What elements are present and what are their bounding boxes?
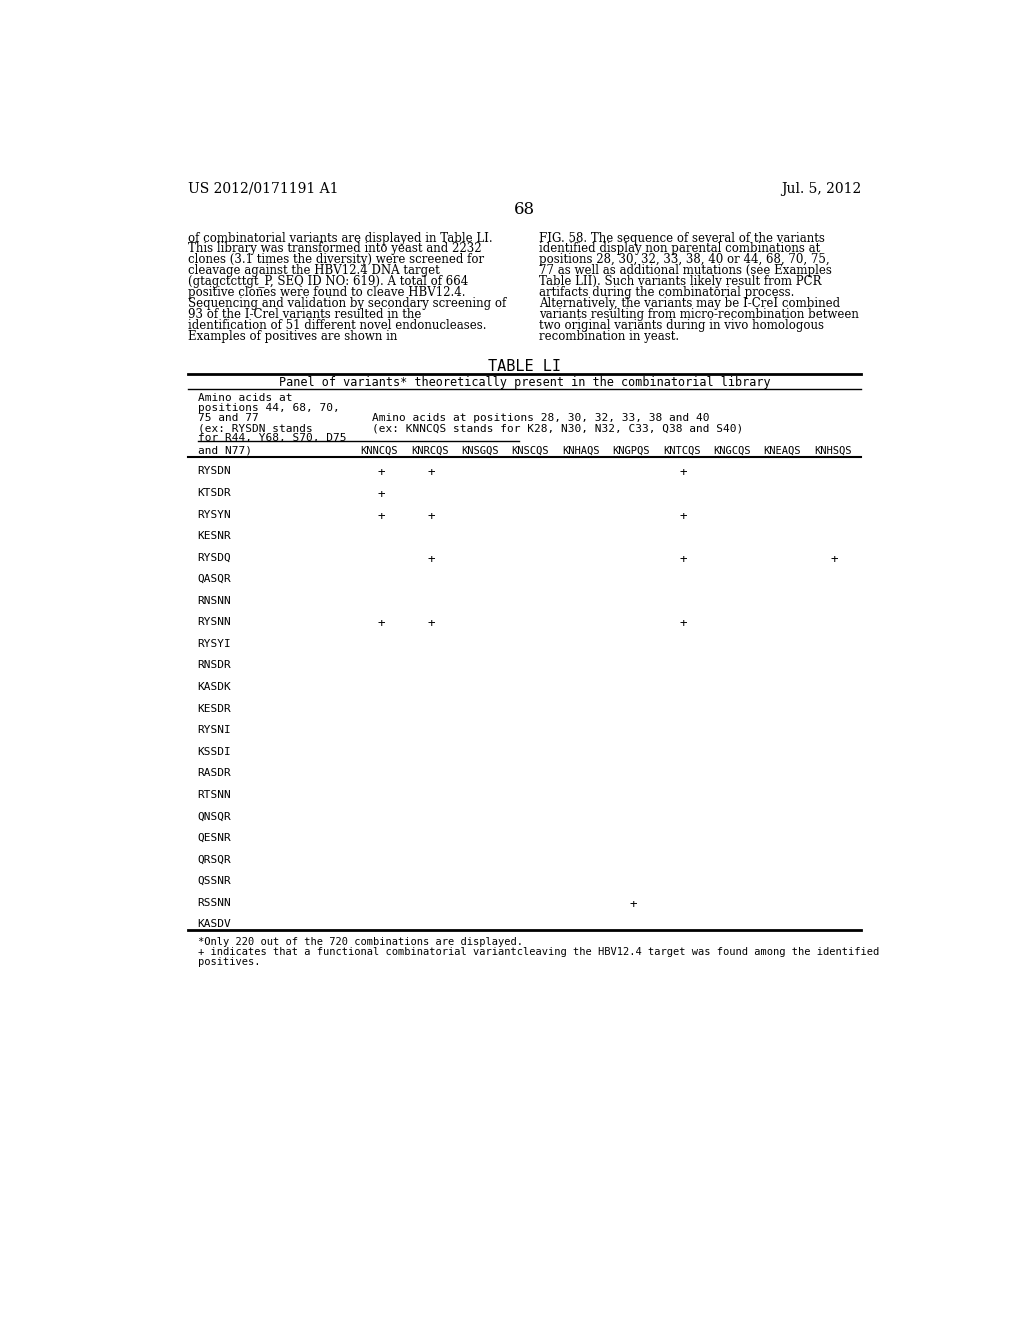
Text: +: +	[680, 618, 687, 631]
Text: QASQR: QASQR	[198, 574, 231, 585]
Text: positives.: positives.	[198, 957, 260, 966]
Text: RYSYI: RYSYI	[198, 639, 231, 649]
Text: KNGPQS: KNGPQS	[612, 446, 650, 455]
Text: KASDV: KASDV	[198, 919, 231, 929]
Text: +: +	[378, 618, 385, 631]
Text: KNSGQS: KNSGQS	[461, 446, 499, 455]
Text: artifacts during the combinatorial process.: artifacts during the combinatorial proce…	[539, 286, 795, 300]
Text: This library was transformed into yeast and 2232: This library was transformed into yeast …	[188, 243, 482, 256]
Text: RYSNN: RYSNN	[198, 618, 231, 627]
Text: variants resulting from micro-recombination between: variants resulting from micro-recombinat…	[539, 308, 859, 321]
Text: positions 44, 68, 70,: positions 44, 68, 70,	[198, 404, 340, 413]
Text: US 2012/0171191 A1: US 2012/0171191 A1	[188, 182, 339, 195]
Text: QSSNR: QSSNR	[198, 876, 231, 886]
Text: KNTCQS: KNTCQS	[663, 446, 700, 455]
Text: (ex: RYSDN stands: (ex: RYSDN stands	[198, 424, 312, 433]
Text: +: +	[428, 510, 435, 523]
Text: 75 and 77: 75 and 77	[198, 413, 258, 424]
Text: QRSQR: QRSQR	[198, 854, 231, 865]
Text: 93 of the I-Crel variants resulted in the: 93 of the I-Crel variants resulted in th…	[188, 308, 422, 321]
Text: Panel of variants* theoretically present in the combinatorial library: Panel of variants* theoretically present…	[279, 376, 771, 389]
Text: (gtagctcttgt_P, SEQ ID NO: 619). A total of 664: (gtagctcttgt_P, SEQ ID NO: 619). A total…	[188, 276, 469, 288]
Text: RYSYN: RYSYN	[198, 510, 231, 520]
Text: and N77): and N77)	[198, 446, 252, 455]
Text: QESNR: QESNR	[198, 833, 231, 843]
Text: KNRCQS: KNRCQS	[411, 446, 449, 455]
Text: Alternatively, the variants may be I-CreI combined: Alternatively, the variants may be I-Cre…	[539, 297, 840, 310]
Text: +: +	[830, 553, 839, 566]
Text: 77 as well as additional mutations (see Examples: 77 as well as additional mutations (see …	[539, 264, 831, 277]
Text: *Only 220 out of the 720 combinations are displayed.: *Only 220 out of the 720 combinations ar…	[198, 937, 522, 946]
Text: positions 28, 30, 32, 33, 38, 40 or 44, 68, 70, 75,: positions 28, 30, 32, 33, 38, 40 or 44, …	[539, 253, 829, 267]
Text: QNSQR: QNSQR	[198, 812, 231, 821]
Text: +: +	[428, 618, 435, 631]
Text: KNEAQS: KNEAQS	[764, 446, 801, 455]
Text: identification of 51 different novel endonucleases.: identification of 51 different novel end…	[188, 319, 487, 333]
Text: + indicates that a functional combinatorial variantcleaving the HBV12.4 target w: + indicates that a functional combinator…	[198, 946, 879, 957]
Text: KNHSQS: KNHSQS	[814, 446, 851, 455]
Text: KESDR: KESDR	[198, 704, 231, 714]
Text: cleavage against the HBV12.4 DNA target: cleavage against the HBV12.4 DNA target	[188, 264, 440, 277]
Text: +: +	[428, 466, 435, 479]
Text: clones (3.1 times the diversity) were screened for: clones (3.1 times the diversity) were sc…	[188, 253, 484, 267]
Text: Jul. 5, 2012: Jul. 5, 2012	[781, 182, 861, 195]
Text: RNSDR: RNSDR	[198, 660, 231, 671]
Text: RYSDQ: RYSDQ	[198, 553, 231, 562]
Text: of combinatorial variants are displayed in Table LI.: of combinatorial variants are displayed …	[188, 231, 494, 244]
Text: RYSNI: RYSNI	[198, 725, 231, 735]
Text: RNSNN: RNSNN	[198, 595, 231, 606]
Text: +: +	[680, 553, 687, 566]
Text: FIG. 58. The sequence of several of the variants: FIG. 58. The sequence of several of the …	[539, 231, 824, 244]
Text: KSSDI: KSSDI	[198, 747, 231, 756]
Text: KNGCQS: KNGCQS	[713, 446, 751, 455]
Text: KNHAQS: KNHAQS	[562, 446, 599, 455]
Text: +: +	[378, 488, 385, 502]
Text: Sequencing and validation by secondary screening of: Sequencing and validation by secondary s…	[188, 297, 507, 310]
Text: +: +	[378, 510, 385, 523]
Text: KNNCQS: KNNCQS	[360, 446, 398, 455]
Text: Table LII). Such variants likely result from PCR: Table LII). Such variants likely result …	[539, 276, 821, 288]
Text: two original variants during in vivo homologous: two original variants during in vivo hom…	[539, 319, 823, 333]
Text: TABLE LI: TABLE LI	[488, 359, 561, 374]
Text: Amino acids at positions 28, 30, 32, 33, 38 and 40: Amino acids at positions 28, 30, 32, 33,…	[372, 413, 710, 424]
Text: 68: 68	[514, 201, 536, 218]
Text: KTSDR: KTSDR	[198, 488, 231, 498]
Text: RASDR: RASDR	[198, 768, 231, 779]
Text: RTSNN: RTSNN	[198, 789, 231, 800]
Text: KESNR: KESNR	[198, 531, 231, 541]
Text: +: +	[428, 553, 435, 566]
Text: recombination in yeast.: recombination in yeast.	[539, 330, 679, 343]
Text: +: +	[630, 898, 637, 911]
Text: Amino acids at: Amino acids at	[198, 393, 292, 403]
Text: RYSDN: RYSDN	[198, 466, 231, 477]
Text: for R44, Y68, S70, D75: for R44, Y68, S70, D75	[198, 433, 346, 444]
Text: KNSCQS: KNSCQS	[512, 446, 549, 455]
Text: +: +	[378, 466, 385, 479]
Text: Examples of positives are shown in: Examples of positives are shown in	[188, 330, 398, 343]
Text: RSSNN: RSSNN	[198, 898, 231, 908]
Text: +: +	[680, 510, 687, 523]
Text: (ex: KNNCQS stands for K28, N30, N32, C33, Q38 and S40): (ex: KNNCQS stands for K28, N30, N32, C3…	[372, 424, 743, 433]
Text: positive clones were found to cleave HBV12.4.: positive clones were found to cleave HBV…	[188, 286, 466, 300]
Text: KASDK: KASDK	[198, 682, 231, 692]
Text: identified display non parental combinations at: identified display non parental combinat…	[539, 243, 820, 256]
Text: +: +	[680, 466, 687, 479]
